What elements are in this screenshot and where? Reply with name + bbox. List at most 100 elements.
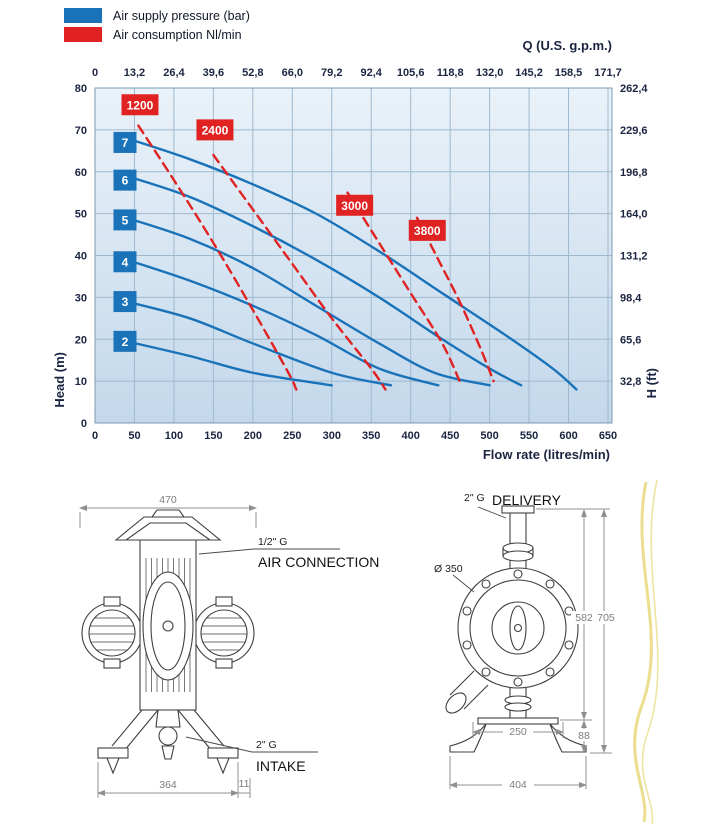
top-tick-label: 118,8 xyxy=(437,67,464,79)
air-valve-cap xyxy=(114,516,222,541)
pressure-curve-7 xyxy=(125,137,578,391)
left-axis-title: Head (m) xyxy=(52,352,67,408)
pressure-curve-3 xyxy=(125,300,393,387)
legend-swatch-pressure xyxy=(64,8,102,23)
air-connection-size: 1/2" G xyxy=(258,536,287,548)
curve-label-badge-4 xyxy=(113,251,137,273)
right-tick-label: 164,0 xyxy=(620,209,648,221)
dimension-drawings: 470 xyxy=(0,470,709,828)
pressure-curve-4 xyxy=(125,258,440,387)
top-tick-label: 145,2 xyxy=(515,67,543,79)
clamp-band xyxy=(103,596,121,607)
right-chamber xyxy=(193,602,255,664)
top-tick-label: 92,4 xyxy=(361,67,383,79)
front-dim-width-top: 470 xyxy=(159,494,177,506)
consumption-curve-3800 xyxy=(415,216,495,383)
diameter-leader xyxy=(452,574,475,593)
delivery-leader xyxy=(477,506,507,519)
curve-label-text: 3000 xyxy=(341,199,368,213)
right-tick-label: 65,6 xyxy=(620,334,641,346)
bottom-axis-title: Flow rate (litres/min) xyxy=(482,447,610,462)
side-dim-88: 88 xyxy=(578,730,590,742)
x-tick-label: 150 xyxy=(204,430,222,442)
x-tick-label: 600 xyxy=(559,430,577,442)
side-dim-404: 404 xyxy=(509,779,527,791)
x-tick-label: 650 xyxy=(599,430,617,442)
legend-item-pressure: Air supply pressure (bar) xyxy=(64,8,250,23)
top-tick-label: 171,7 xyxy=(594,67,622,79)
clamp-band xyxy=(103,658,121,669)
x-tick-label: 500 xyxy=(480,430,498,442)
consumption-curve-1200 xyxy=(137,124,298,391)
right-tick-label: 131,2 xyxy=(620,251,648,263)
curve-label-text: 6 xyxy=(122,174,129,188)
x-tick-label: 550 xyxy=(520,430,538,442)
pump-performance-chart: Air supply pressure (bar) Air consumptio… xyxy=(52,8,659,462)
x-tick-label: 350 xyxy=(362,430,380,442)
legend-swatch-consumption xyxy=(64,27,102,42)
curve-label-text: 3 xyxy=(122,295,129,309)
y-tick-label: 70 xyxy=(75,125,87,137)
curve-label-text: 4 xyxy=(122,255,129,269)
front-dim-width-bottom: 364 xyxy=(159,779,177,791)
y-tick-label: 10 xyxy=(75,376,87,388)
top-tick-label: 0 xyxy=(92,67,98,79)
curve-label-text: 5 xyxy=(122,213,129,227)
x-tick-label: 250 xyxy=(283,430,301,442)
right-chamber-inner xyxy=(200,609,248,657)
diameter-label: Ø 350 xyxy=(434,563,463,575)
x-tick-label: 50 xyxy=(128,430,140,442)
top-tick-label: 132,0 xyxy=(476,67,504,79)
right-tick-label: 98,4 xyxy=(620,292,642,304)
intake-size: 2" G xyxy=(256,739,277,751)
curve-label-badge-2 xyxy=(113,330,137,352)
y-tick-label: 60 xyxy=(75,167,87,179)
x-tick-label: 100 xyxy=(165,430,183,442)
top-tick-label: 39,6 xyxy=(203,67,224,79)
right-tick-label: 262,4 xyxy=(620,83,648,95)
x-tick-label: 400 xyxy=(402,430,420,442)
right-foot xyxy=(207,747,239,759)
right-tick-label: 229,6 xyxy=(620,125,648,137)
curve-label-badge-6 xyxy=(113,169,137,191)
pressure-curve-6 xyxy=(125,174,523,387)
air-connection-label: AIR CONNECTION xyxy=(258,554,379,570)
legend-label-consumption: Air consumption Nl/min xyxy=(113,27,242,42)
pressure-curve-5 xyxy=(125,216,491,387)
base-plate xyxy=(477,717,559,725)
side-dim-582: 582 xyxy=(575,612,593,624)
front-dim-offset: 11 xyxy=(239,778,250,790)
delivery-label: DELIVERY xyxy=(492,492,562,508)
top-tick-label: 66,0 xyxy=(282,67,303,79)
top-tick-label: 79,2 xyxy=(321,67,342,79)
side-port-stub xyxy=(445,692,467,714)
pressure-curve-2 xyxy=(125,340,333,387)
foot-cone xyxy=(216,757,230,775)
technical-drawings-canvas: 470 xyxy=(79,479,659,825)
curve-label-text: 1200 xyxy=(127,98,154,112)
front-view-drawing: 470 xyxy=(79,494,379,798)
top-tick-label: 52,8 xyxy=(242,67,263,79)
curve-label-badge-7 xyxy=(113,131,137,153)
top-tick-label: 105,6 xyxy=(397,67,425,79)
air-connection-leader xyxy=(198,548,340,555)
right-tick-label: 196,8 xyxy=(620,167,648,179)
side-dim-250: 250 xyxy=(509,726,527,738)
intake-label: INTAKE xyxy=(256,758,306,774)
intake-port xyxy=(158,726,178,746)
clamp-band xyxy=(215,596,233,607)
y-tick-label: 80 xyxy=(75,83,87,95)
clamp-band xyxy=(215,658,233,669)
chart-canvas: 0 50 100 150 200 250 300 350 400 450 500 550 600 6500… xyxy=(75,67,649,442)
delivery-size: 2" G xyxy=(464,492,485,504)
right-tick-label: 32,8 xyxy=(620,376,641,388)
curve-label-text: 7 xyxy=(122,136,129,150)
curve-label-badge-2400 xyxy=(196,119,234,141)
curve-label-badge-3000 xyxy=(336,194,374,216)
curve-label-text: 3800 xyxy=(414,224,441,238)
foot-cone xyxy=(106,757,120,775)
right-axis-title: H (ft) xyxy=(644,368,659,399)
y-tick-label: 50 xyxy=(75,209,87,221)
top-axis-title: Q (U.S. g.p.m.) xyxy=(522,38,612,53)
